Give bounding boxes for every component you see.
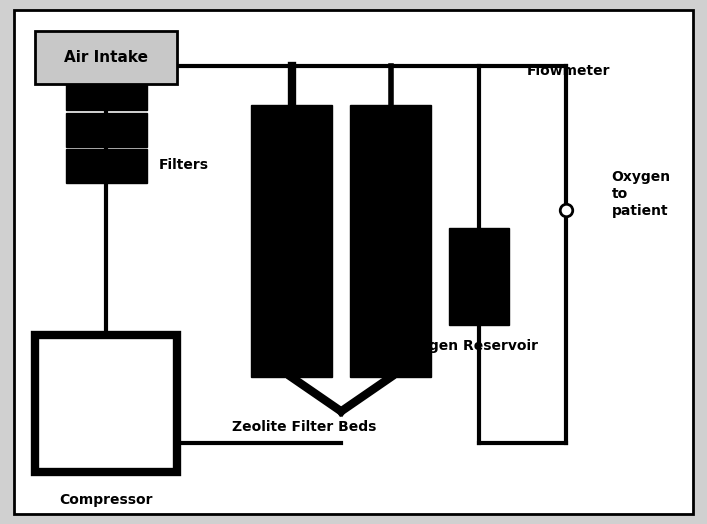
Bar <box>66 76 147 110</box>
Bar <box>66 113 147 147</box>
Bar <box>350 105 431 377</box>
Bar <box>449 228 509 325</box>
Text: Air Intake: Air Intake <box>64 50 148 65</box>
Bar <box>251 105 332 377</box>
Text: Filters: Filters <box>159 158 209 172</box>
Text: Oxygen
to
patient: Oxygen to patient <box>612 170 671 218</box>
Text: Oxygen Reservoir: Oxygen Reservoir <box>399 339 539 353</box>
Bar <box>66 149 147 183</box>
Bar <box>35 335 177 472</box>
Text: Zeolite Filter Beds: Zeolite Filter Beds <box>232 420 376 434</box>
Text: Compressor: Compressor <box>59 494 153 507</box>
Text: Flowmeter: Flowmeter <box>527 64 610 78</box>
Bar <box>35 31 177 84</box>
